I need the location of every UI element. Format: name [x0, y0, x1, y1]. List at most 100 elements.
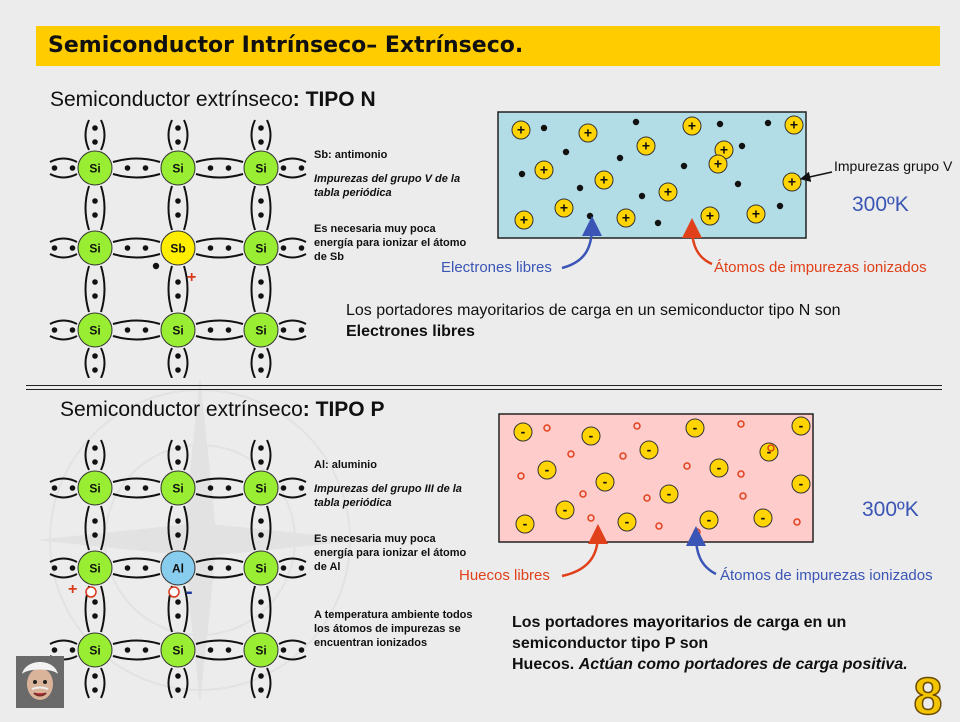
- atom-label: Si: [172, 162, 183, 176]
- electron-dot: [92, 353, 98, 359]
- electron-dot: [258, 125, 264, 131]
- acceptor-ion-sign: -: [563, 502, 568, 518]
- donor-ion-sign: +: [790, 117, 798, 133]
- type-n-lattice: Si Si Si Si Sb Si Si Si Si +: [49, 119, 307, 378]
- electron-dot: [142, 245, 149, 251]
- electron-dot: [258, 212, 264, 218]
- electron-dot: [69, 165, 76, 171]
- electron-dot: [175, 367, 181, 373]
- electron-dot: [225, 327, 232, 333]
- section-divider-top: [26, 385, 942, 386]
- electron-dot: [258, 687, 264, 693]
- donor-ion-sign: +: [584, 125, 592, 141]
- free-hole: [587, 514, 595, 522]
- electron-dot: [175, 599, 181, 605]
- atom-label: Si: [172, 482, 183, 496]
- electron-dot: [175, 125, 181, 131]
- electron-dot: [92, 198, 98, 204]
- acceptor-ion: [595, 472, 615, 492]
- atom-label: Si: [172, 644, 183, 658]
- electron-dot: [280, 647, 287, 653]
- silicon-atom: [77, 150, 113, 186]
- acceptor-ion: [709, 458, 729, 478]
- acceptor-ion: [791, 474, 811, 494]
- type-p-ambient-note: A temperatura ambiente todos los átomos …: [314, 609, 473, 649]
- type-n-impurity-name: Sb: antimonio: [314, 149, 388, 161]
- type-p-ionized-label: Átomos de impurezas ionizados: [720, 567, 933, 584]
- free-hole: [737, 420, 745, 428]
- acceptor-ion: [791, 416, 811, 436]
- electron-dot: [124, 647, 131, 653]
- donor-ion-sign: +: [664, 184, 672, 200]
- electron-dot: [225, 165, 232, 171]
- electron-dot: [69, 245, 76, 251]
- atom-label: Si: [255, 562, 266, 576]
- donor-ion-sign: +: [520, 212, 528, 228]
- donor-ion: [700, 206, 720, 226]
- acceptor-ion: [639, 440, 659, 460]
- donor-ion-sign: +: [642, 138, 650, 154]
- electron-dot: [207, 327, 214, 333]
- electron-dot: [175, 353, 181, 359]
- portrait-image: [16, 656, 64, 708]
- electron-dot: [175, 293, 181, 299]
- electron-dot: [225, 565, 232, 571]
- electron-dot: [258, 599, 264, 605]
- free-hole: [739, 492, 747, 500]
- free-electron: [738, 142, 746, 150]
- type-p-temperature: 300ºK: [862, 498, 919, 521]
- electron-dot: [51, 327, 58, 333]
- silicon-atom: [243, 632, 279, 668]
- type-p-heading-bold: : TIPO P: [302, 398, 385, 421]
- type-n-heading-bold: : TIPO N: [292, 88, 376, 111]
- type-p-heading: Semiconductor extrínseco: TIPO P: [60, 398, 384, 422]
- electron-dot: [298, 565, 305, 571]
- silicon-atom: [243, 150, 279, 186]
- free-electron: [638, 192, 646, 200]
- electron-dot: [258, 518, 264, 524]
- donor-ion: [784, 115, 804, 135]
- acceptor-ion-sign: -: [693, 420, 698, 436]
- free-electron: [562, 148, 570, 156]
- silicon-atom: [77, 230, 113, 266]
- type-p-carriers: Los portadores mayoritarios de carga en …: [512, 614, 908, 673]
- electron-dot: [124, 565, 131, 571]
- free-hole: [683, 462, 691, 470]
- electron-dot: [92, 532, 98, 538]
- free-electron: [586, 212, 594, 220]
- electron-dot: [92, 139, 98, 145]
- electron-dot: [51, 245, 58, 251]
- atom-label: Si: [89, 242, 100, 256]
- silicon-atom: [77, 470, 113, 506]
- acceptor-ion: [555, 500, 575, 520]
- donor-ion-sign: +: [622, 210, 630, 226]
- type-p-impurity-group: Impurezas del grupo III de la tabla peri…: [314, 483, 462, 509]
- bond-lines: [49, 119, 307, 378]
- electron-dot: [92, 279, 98, 285]
- acceptor-ion-sign: -: [647, 442, 652, 458]
- electron-dot: [258, 198, 264, 204]
- electron-dot: [69, 485, 76, 491]
- electron-dot: [92, 518, 98, 524]
- atom-label: Si: [255, 644, 266, 658]
- acceptor-ion-sign: -: [761, 510, 766, 526]
- atom-label: Si: [255, 242, 266, 256]
- acceptor-ion-sign: -: [603, 474, 608, 490]
- hole-circle: [168, 586, 180, 598]
- acceptor-ion-sign: -: [767, 444, 772, 460]
- electron-dot: [207, 647, 214, 653]
- free-electron: [776, 202, 784, 210]
- type-p-impurity-name: Al: aluminio: [314, 459, 377, 471]
- electron-dot: [175, 459, 181, 465]
- electron-dot: [69, 565, 76, 571]
- electron-dot: [175, 687, 181, 693]
- electron-dot: [124, 327, 131, 333]
- hole-circle: [85, 586, 97, 598]
- acceptor-ion: [513, 422, 533, 442]
- silicon-atom: [160, 470, 196, 506]
- electron-dot: [175, 212, 181, 218]
- donor-ion-sign: +: [706, 208, 714, 224]
- electron-dot: [92, 212, 98, 218]
- electron-dot: [92, 687, 98, 693]
- free-electron: [654, 219, 662, 227]
